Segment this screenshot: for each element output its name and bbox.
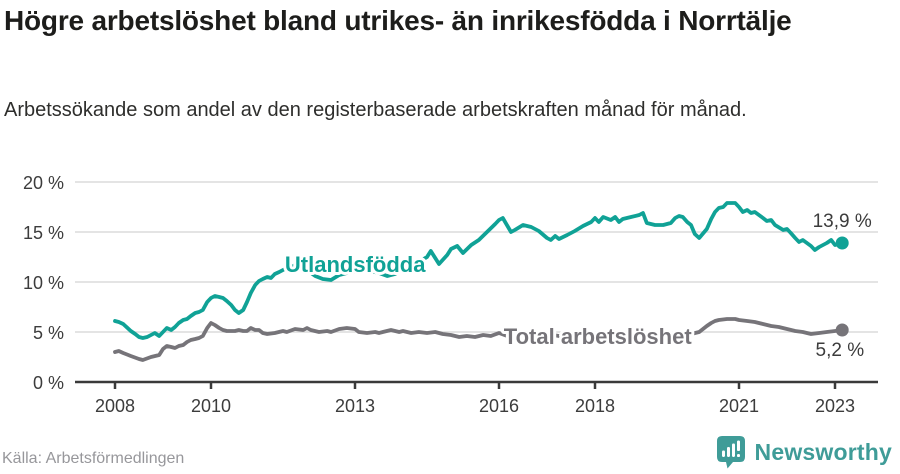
y-tick-label: 10 % xyxy=(23,273,64,293)
logo-bar-3 xyxy=(731,443,735,457)
logo-bar-2 xyxy=(726,447,730,457)
series-end-dot-teal xyxy=(835,236,849,250)
x-tick-label: 2013 xyxy=(335,396,375,416)
y-tick-label: 15 % xyxy=(23,223,64,243)
series-end-dot-gray xyxy=(835,323,849,337)
series-end-value-gray: 5,2 % xyxy=(816,340,865,361)
series-label-teal: Utlandsfödda xyxy=(285,252,426,277)
newsworthy-logo-icon xyxy=(716,436,745,469)
y-tick-label: 0 % xyxy=(33,373,64,393)
series-end-value-teal: 13,9 % xyxy=(813,211,872,232)
series-label-gray: Total arbetslöshet xyxy=(504,324,693,349)
newsworthy-brand-link[interactable]: Newsworthy xyxy=(716,435,892,469)
x-tick-label: 2016 xyxy=(479,396,519,416)
speech-bubble-shape xyxy=(716,436,745,469)
y-tick-label: 20 % xyxy=(23,173,64,193)
logo-exclamation-dot xyxy=(736,454,740,457)
x-tick-label: 2018 xyxy=(575,396,615,416)
logo-exclamation-bar xyxy=(736,440,740,451)
logo-bar-1 xyxy=(721,450,725,457)
chart-subtitle: Arbetssökande som andel av den registerb… xyxy=(4,99,747,121)
x-tick-label: 2010 xyxy=(191,396,231,416)
x-tick-label: 2023 xyxy=(815,396,855,416)
source-note: Källa: Arbetsförmedlingen xyxy=(2,450,185,467)
x-tick-label: 2008 xyxy=(95,396,135,416)
series-line-gray xyxy=(113,317,845,362)
brand-name: Newsworthy xyxy=(754,438,892,465)
x-tick-label: 2021 xyxy=(719,396,759,416)
unemployment-line-chart: 0 % 5 % 10 % 15 % 20 % 2008 2010 2013 2016 2018 20… xyxy=(23,173,878,416)
y-tick-label: 5 % xyxy=(33,323,64,343)
series-line-teal xyxy=(113,201,845,340)
chart-title: Högre arbetslöshet bland utrikes- än inr… xyxy=(4,5,792,36)
